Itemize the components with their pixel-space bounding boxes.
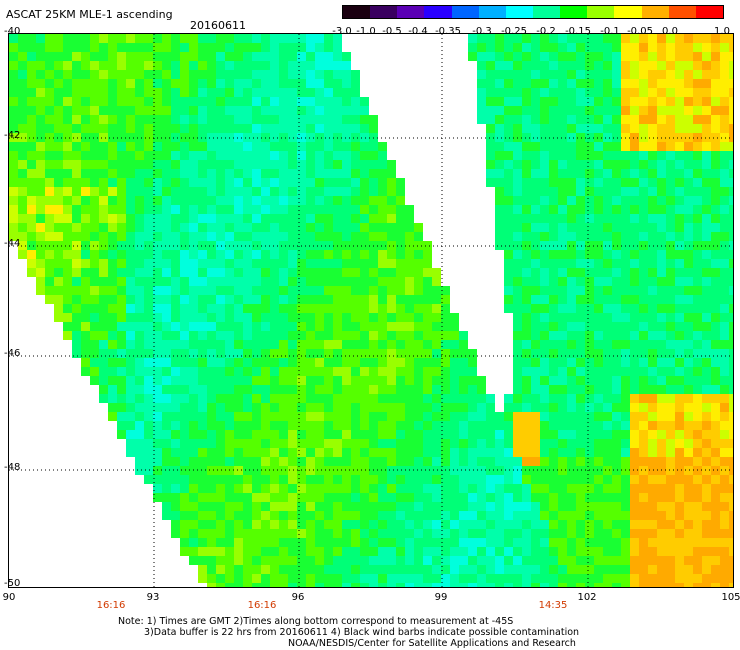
color-scale-segment: [451, 6, 479, 18]
color-scale-segment: [668, 6, 696, 18]
swath-map: [9, 34, 733, 587]
color-scale-label: -0.1: [600, 26, 620, 37]
map-title: ASCAT 25KM MLE-1 ascending: [6, 8, 173, 21]
latitude-label: -42: [4, 130, 21, 141]
color-scale-label: 0.0: [662, 26, 678, 37]
note-line-2: 3)Data buffer is 22 hrs from 20160611 4)…: [144, 627, 580, 638]
color-scale-segment: [505, 6, 533, 18]
map-panel: [8, 33, 734, 588]
longitude-label: 102: [577, 592, 597, 603]
note-line-3: NOAA/NESDIS/Center for Satellite Applica…: [288, 638, 576, 649]
color-scale-label: 1.0: [714, 26, 730, 37]
latitude-label: -44: [4, 238, 21, 249]
graticule: [9, 34, 733, 587]
latitude-label: -40: [4, 26, 21, 37]
longitude-label: 90: [2, 592, 16, 603]
latitude-label: -48: [4, 462, 21, 473]
color-scale-label: -3.0: [332, 26, 352, 37]
color-scale-label: -0.5: [382, 26, 402, 37]
color-scale-label: -0.3: [472, 26, 492, 37]
color-scale-segment: [370, 6, 398, 18]
longitude-label: 105: [721, 592, 740, 603]
color-scale-label: -0.4: [408, 26, 428, 37]
map-date: 20160611: [190, 19, 246, 32]
color-scale-label: -0.2: [536, 26, 556, 37]
time-label: 16:16: [247, 600, 277, 611]
time-label: 14:35: [538, 600, 568, 611]
color-scale-labels: -3.0 -1.0 -0.5 -0.4 -0.35 -0.3 -0.25 -0.2 -0.15-…: [330, 26, 735, 38]
color-scale-segment: [587, 6, 615, 18]
time-label: 16:16: [96, 600, 126, 611]
latitude-label: -46: [4, 348, 21, 359]
color-scale-bar: [342, 5, 724, 19]
color-scale-segment: [532, 6, 561, 18]
color-scale-label: -0.15: [565, 26, 591, 37]
color-scale-segment: [614, 6, 642, 18]
color-scale-segment: [695, 6, 723, 18]
color-scale-segment: [424, 6, 452, 18]
color-scale-label: -0.35: [435, 26, 461, 37]
color-scale-label: -0.05: [627, 26, 653, 37]
longitude-label: 99: [434, 592, 448, 603]
color-scale-segment: [560, 6, 588, 18]
color-scale-segment: [641, 6, 669, 18]
color-scale-label: -1.0: [356, 26, 376, 37]
swath-cells: [9, 34, 733, 587]
footnotes: Note: 1) Times are GMT 2)Times along bot…: [118, 616, 579, 649]
longitude-label: 93: [146, 592, 160, 603]
color-scale-segment: [343, 6, 371, 18]
color-scale-segment: [397, 6, 425, 18]
latitude-label: -50: [4, 578, 21, 589]
note-line-1: Note: 1) Times are GMT 2)Times along bot…: [118, 616, 514, 627]
longitude-label: 96: [291, 592, 305, 603]
color-scale-label: -0.25: [501, 26, 527, 37]
color-scale-segment: [478, 6, 506, 18]
